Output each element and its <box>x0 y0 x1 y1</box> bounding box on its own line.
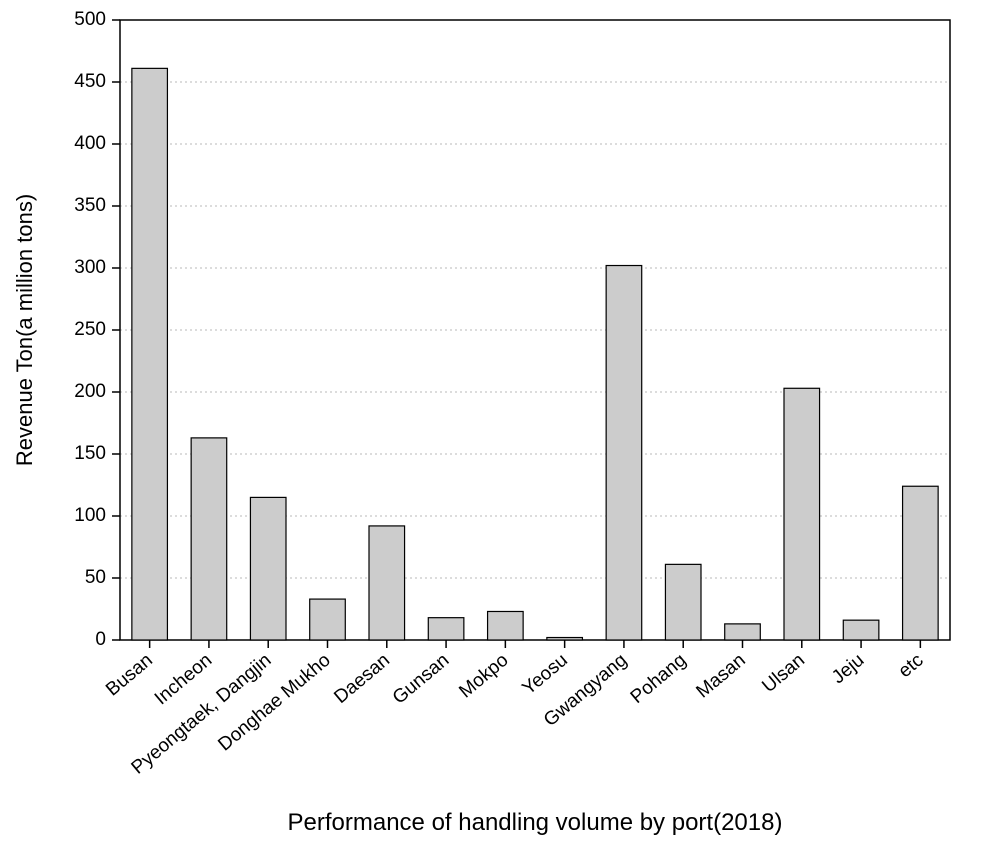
bar <box>310 599 346 640</box>
bar <box>665 564 701 640</box>
bar <box>606 266 642 640</box>
bar-chart-svg: 050100150200250300350400450500BusanInche… <box>0 0 1000 865</box>
y-axis-title: Revenue Ton(a million tons) <box>12 194 37 466</box>
bar <box>428 618 464 640</box>
chart-caption: Performance of handling volume by port(2… <box>288 809 783 836</box>
y-tick-label: 450 <box>74 71 106 92</box>
bar <box>369 526 405 640</box>
y-tick-label: 300 <box>74 257 106 278</box>
y-tick-label: 400 <box>74 133 106 154</box>
bar <box>250 497 286 640</box>
y-tick-label: 50 <box>85 567 106 588</box>
y-tick-label: 500 <box>74 9 106 30</box>
bar <box>547 638 583 640</box>
bar <box>903 486 939 640</box>
y-tick-label: 200 <box>74 381 106 402</box>
bar <box>843 620 879 640</box>
bar <box>191 438 227 640</box>
y-tick-label: 350 <box>74 195 106 216</box>
chart-container: 050100150200250300350400450500BusanInche… <box>0 0 1000 865</box>
y-tick-label: 0 <box>95 629 106 650</box>
y-tick-label: 250 <box>74 319 106 340</box>
bar <box>725 624 761 640</box>
y-tick-label: 150 <box>74 443 106 464</box>
bar <box>132 68 168 640</box>
y-tick-label: 100 <box>74 505 106 526</box>
bar <box>488 611 524 640</box>
bar <box>784 388 820 640</box>
